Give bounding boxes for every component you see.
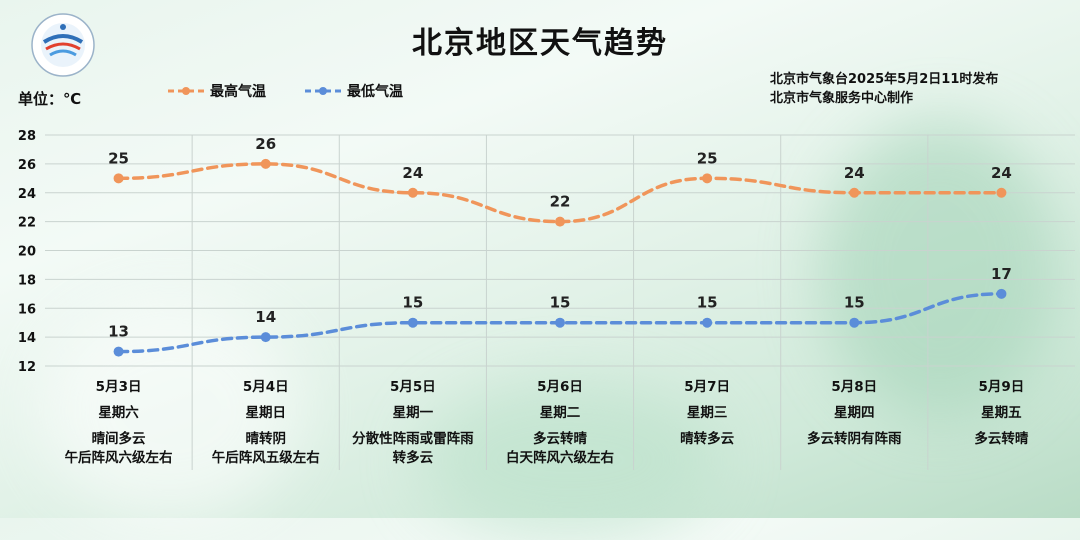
day-column: 5月8日星期四多云转阴有阵雨 bbox=[781, 376, 928, 468]
weekday-label: 星期二 bbox=[539, 405, 581, 421]
high-temp-data-label: 24 bbox=[402, 164, 423, 182]
weather-line-1: 晴间多云 bbox=[91, 431, 146, 447]
weekday-label: 星期日 bbox=[245, 405, 286, 421]
high-temp-point bbox=[849, 187, 860, 198]
high-temp-point bbox=[555, 216, 565, 227]
weather-line-1: 晴转阴 bbox=[245, 431, 286, 447]
low-temp-data-label: 15 bbox=[697, 294, 718, 312]
x-tick-label-date: 5月8日 bbox=[831, 379, 878, 395]
weather-line-1: 多云转晴 bbox=[532, 431, 587, 447]
legend-item-low: 最低气温 bbox=[305, 82, 403, 100]
weather-line-1: 分散性阵雨或雷阵雨 bbox=[352, 431, 474, 447]
weekday-label: 星期三 bbox=[686, 405, 728, 421]
x-tick-label-date: 5月6日 bbox=[537, 379, 583, 395]
x-tick-label-date: 5月9日 bbox=[978, 379, 1025, 395]
y-tick-label: 24 bbox=[18, 187, 36, 202]
weekday-label: 星期一 bbox=[392, 405, 434, 421]
day-column: 5月5日星期一分散性阵雨或雷阵雨 转多云 bbox=[339, 376, 486, 468]
unit-label: 单位：℃ bbox=[18, 90, 82, 108]
legend-label-high: 最高气温 bbox=[210, 84, 266, 100]
low-temp-point bbox=[996, 288, 1007, 299]
source-producer-line: 北京市气象服务中心制作 bbox=[770, 91, 914, 106]
source-info: 北京市气象台2025年5月2日11时发布 北京市气象服务中心制作 bbox=[770, 70, 998, 108]
weather-line-2: 午后阵风六级左右 bbox=[64, 450, 173, 466]
meteorological-service-logo bbox=[31, 13, 95, 77]
x-tick-label-date: 5月4日 bbox=[242, 379, 289, 395]
y-tick-label: 26 bbox=[18, 158, 36, 173]
legend-item-high: 最高气温 bbox=[168, 82, 266, 100]
high-temp-data-label: 24 bbox=[991, 164, 1012, 182]
x-tick-label-date: 5月5日 bbox=[389, 379, 436, 395]
y-tick-label: 22 bbox=[18, 216, 36, 231]
low-temp-data-label: 17 bbox=[991, 265, 1012, 283]
high-temp-data-label: 26 bbox=[255, 135, 276, 153]
y-tick-label: 12 bbox=[18, 360, 36, 375]
day-column: 5月9日星期五多云转晴 bbox=[928, 376, 1075, 468]
high-temp-data-label: 25 bbox=[697, 149, 718, 167]
low-temp-point bbox=[555, 317, 565, 328]
background-glow bbox=[820, 120, 1060, 420]
weekday-label: 星期五 bbox=[981, 405, 1022, 421]
high-temp-point bbox=[996, 187, 1007, 198]
y-tick-label: 28 bbox=[18, 129, 36, 144]
high-temp-point bbox=[113, 173, 124, 184]
weather-line-2 bbox=[781, 449, 928, 468]
low-temp-point bbox=[702, 317, 713, 328]
legend-swatch-high bbox=[168, 87, 204, 95]
source-release-line: 北京市气象台2025年5月2日11时发布 bbox=[770, 72, 999, 87]
weather-line-1: 多云转晴 bbox=[974, 431, 1029, 447]
low-temp-data-label: 13 bbox=[108, 323, 129, 341]
high-temp-data-label: 25 bbox=[108, 149, 129, 167]
weather-line-2 bbox=[634, 449, 781, 468]
temperature-chart: 12 14 16 18 20 22 24 26 28 25 26 24 22 25 24 24 13 14 15 15… bbox=[18, 129, 1075, 470]
weather-line-2: 午后阵风五级左右 bbox=[211, 450, 320, 466]
day-column: 5月7日星期三晴转多云 bbox=[634, 376, 781, 468]
day-column: 5月6日星期二多云转晴白天阵风六级左右 bbox=[486, 376, 633, 468]
high-temp-point bbox=[702, 173, 713, 184]
high-temp-data-label: 22 bbox=[550, 193, 571, 211]
y-tick-label: 16 bbox=[18, 302, 36, 317]
day-column: 5月4日星期日晴转阴午后阵风五级左右 bbox=[192, 376, 339, 468]
weather-line-2: 白天阵风六级左右 bbox=[505, 450, 614, 466]
low-temp-data-label: 15 bbox=[550, 294, 571, 312]
y-tick-label: 14 bbox=[18, 331, 36, 346]
day-column: 5月3日星期六晴间多云午后阵风六级左右 bbox=[45, 376, 192, 468]
weather-line-1: 晴转多云 bbox=[680, 431, 735, 447]
x-tick-label-date: 5月7日 bbox=[684, 379, 731, 395]
y-tick-label: 20 bbox=[18, 245, 36, 260]
weather-line-2 bbox=[928, 449, 1075, 468]
legend-label-low: 最低气温 bbox=[347, 84, 403, 100]
y-tick-label: 18 bbox=[18, 273, 36, 288]
legend-swatch-low bbox=[305, 87, 341, 95]
low-temp-point bbox=[849, 317, 860, 328]
page-title: 北京地区天气趋势 bbox=[412, 26, 668, 61]
low-temp-point bbox=[407, 317, 418, 328]
high-temp-data-label: 24 bbox=[844, 164, 865, 182]
weather-line-2: 转多云 bbox=[392, 450, 434, 466]
low-temp-data-label: 15 bbox=[402, 294, 423, 312]
low-temp-data-label: 15 bbox=[844, 294, 865, 312]
weekday-label: 星期四 bbox=[834, 405, 875, 421]
weekday-label: 星期六 bbox=[98, 405, 139, 421]
high-temp-point bbox=[407, 187, 418, 198]
low-temp-point bbox=[113, 346, 124, 357]
low-temp-data-label: 14 bbox=[255, 308, 276, 326]
x-tick-label-date: 5月3日 bbox=[95, 379, 142, 395]
low-temp-point bbox=[260, 332, 271, 343]
weather-line-1: 多云转阴有阵雨 bbox=[807, 431, 902, 447]
background-glow bbox=[420, 380, 720, 540]
high-temp-point bbox=[260, 158, 271, 169]
